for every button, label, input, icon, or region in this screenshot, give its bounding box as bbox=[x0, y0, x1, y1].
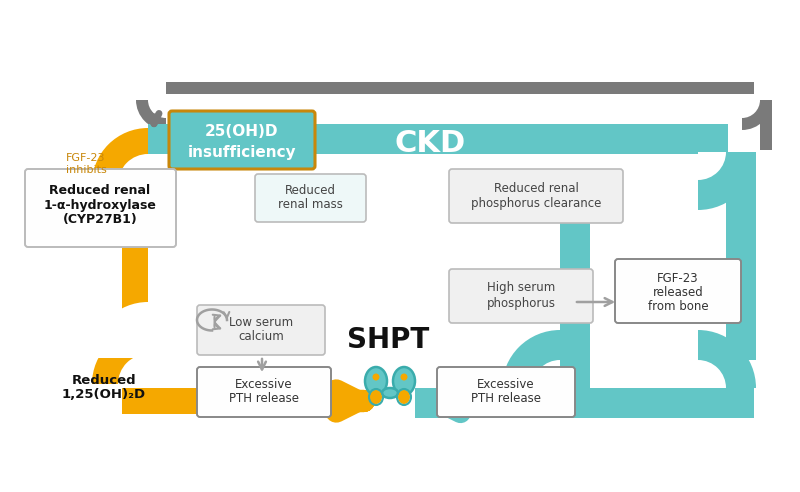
Bar bbox=[148, 124, 728, 154]
Text: Reduced renal: Reduced renal bbox=[494, 182, 578, 194]
Text: Reduced: Reduced bbox=[285, 184, 335, 197]
Text: insufficiency: insufficiency bbox=[188, 145, 296, 159]
Bar bbox=[122, 388, 347, 414]
Text: CKD: CKD bbox=[394, 128, 466, 157]
Text: Low serum: Low serum bbox=[229, 316, 293, 330]
FancyBboxPatch shape bbox=[172, 114, 312, 166]
Text: Excessive: Excessive bbox=[235, 378, 293, 392]
Text: PTH release: PTH release bbox=[471, 393, 541, 405]
Bar bbox=[726, 152, 756, 360]
Bar bbox=[122, 184, 148, 358]
Bar bbox=[430, 388, 754, 418]
FancyBboxPatch shape bbox=[25, 169, 176, 247]
Text: phosphorus clearance: phosphorus clearance bbox=[471, 196, 601, 210]
Wedge shape bbox=[532, 360, 560, 388]
Bar bbox=[166, 82, 754, 94]
Ellipse shape bbox=[398, 390, 410, 404]
Wedge shape bbox=[148, 100, 166, 118]
Text: 1-α-hydroxylase: 1-α-hydroxylase bbox=[43, 198, 157, 212]
Wedge shape bbox=[502, 330, 560, 388]
FancyBboxPatch shape bbox=[449, 269, 593, 323]
FancyBboxPatch shape bbox=[169, 111, 315, 169]
Ellipse shape bbox=[393, 367, 415, 395]
Bar bbox=[760, 100, 772, 150]
Wedge shape bbox=[118, 354, 148, 384]
Wedge shape bbox=[698, 360, 726, 388]
Text: Reduced: Reduced bbox=[72, 373, 136, 387]
Wedge shape bbox=[92, 302, 148, 358]
Text: High serum: High serum bbox=[487, 281, 555, 295]
FancyBboxPatch shape bbox=[437, 367, 575, 417]
Ellipse shape bbox=[401, 373, 407, 380]
Text: (CYP27B1): (CYP27B1) bbox=[62, 213, 138, 225]
Text: inhibits: inhibits bbox=[66, 165, 106, 175]
Text: SHPT: SHPT bbox=[347, 326, 429, 354]
Text: FGF-23: FGF-23 bbox=[66, 153, 106, 163]
Text: 25(OH)D: 25(OH)D bbox=[206, 124, 278, 140]
Wedge shape bbox=[698, 152, 726, 180]
Ellipse shape bbox=[365, 367, 387, 395]
Text: PTH release: PTH release bbox=[229, 393, 299, 405]
Text: FGF-23: FGF-23 bbox=[657, 272, 699, 284]
Wedge shape bbox=[92, 128, 148, 184]
Text: from bone: from bone bbox=[648, 300, 708, 312]
Text: phosphorus: phosphorus bbox=[486, 297, 555, 309]
Wedge shape bbox=[742, 100, 760, 118]
Wedge shape bbox=[136, 100, 166, 130]
Ellipse shape bbox=[382, 388, 398, 398]
Wedge shape bbox=[698, 330, 756, 388]
Wedge shape bbox=[118, 154, 148, 184]
Wedge shape bbox=[698, 152, 756, 210]
FancyBboxPatch shape bbox=[615, 259, 741, 323]
Text: Reduced renal: Reduced renal bbox=[50, 184, 150, 197]
Text: calcium: calcium bbox=[238, 331, 284, 343]
Ellipse shape bbox=[370, 390, 382, 404]
Ellipse shape bbox=[373, 373, 379, 380]
Bar bbox=[560, 222, 590, 418]
Text: released: released bbox=[653, 285, 703, 299]
FancyBboxPatch shape bbox=[255, 174, 366, 222]
FancyBboxPatch shape bbox=[197, 367, 331, 417]
Text: 1,25(OH)₂D: 1,25(OH)₂D bbox=[62, 388, 146, 400]
FancyBboxPatch shape bbox=[197, 305, 325, 355]
Wedge shape bbox=[742, 100, 772, 130]
Text: Excessive: Excessive bbox=[477, 378, 535, 392]
Text: renal mass: renal mass bbox=[278, 198, 342, 212]
FancyBboxPatch shape bbox=[449, 169, 623, 223]
Wedge shape bbox=[92, 328, 148, 384]
Bar bbox=[415, 388, 588, 418]
